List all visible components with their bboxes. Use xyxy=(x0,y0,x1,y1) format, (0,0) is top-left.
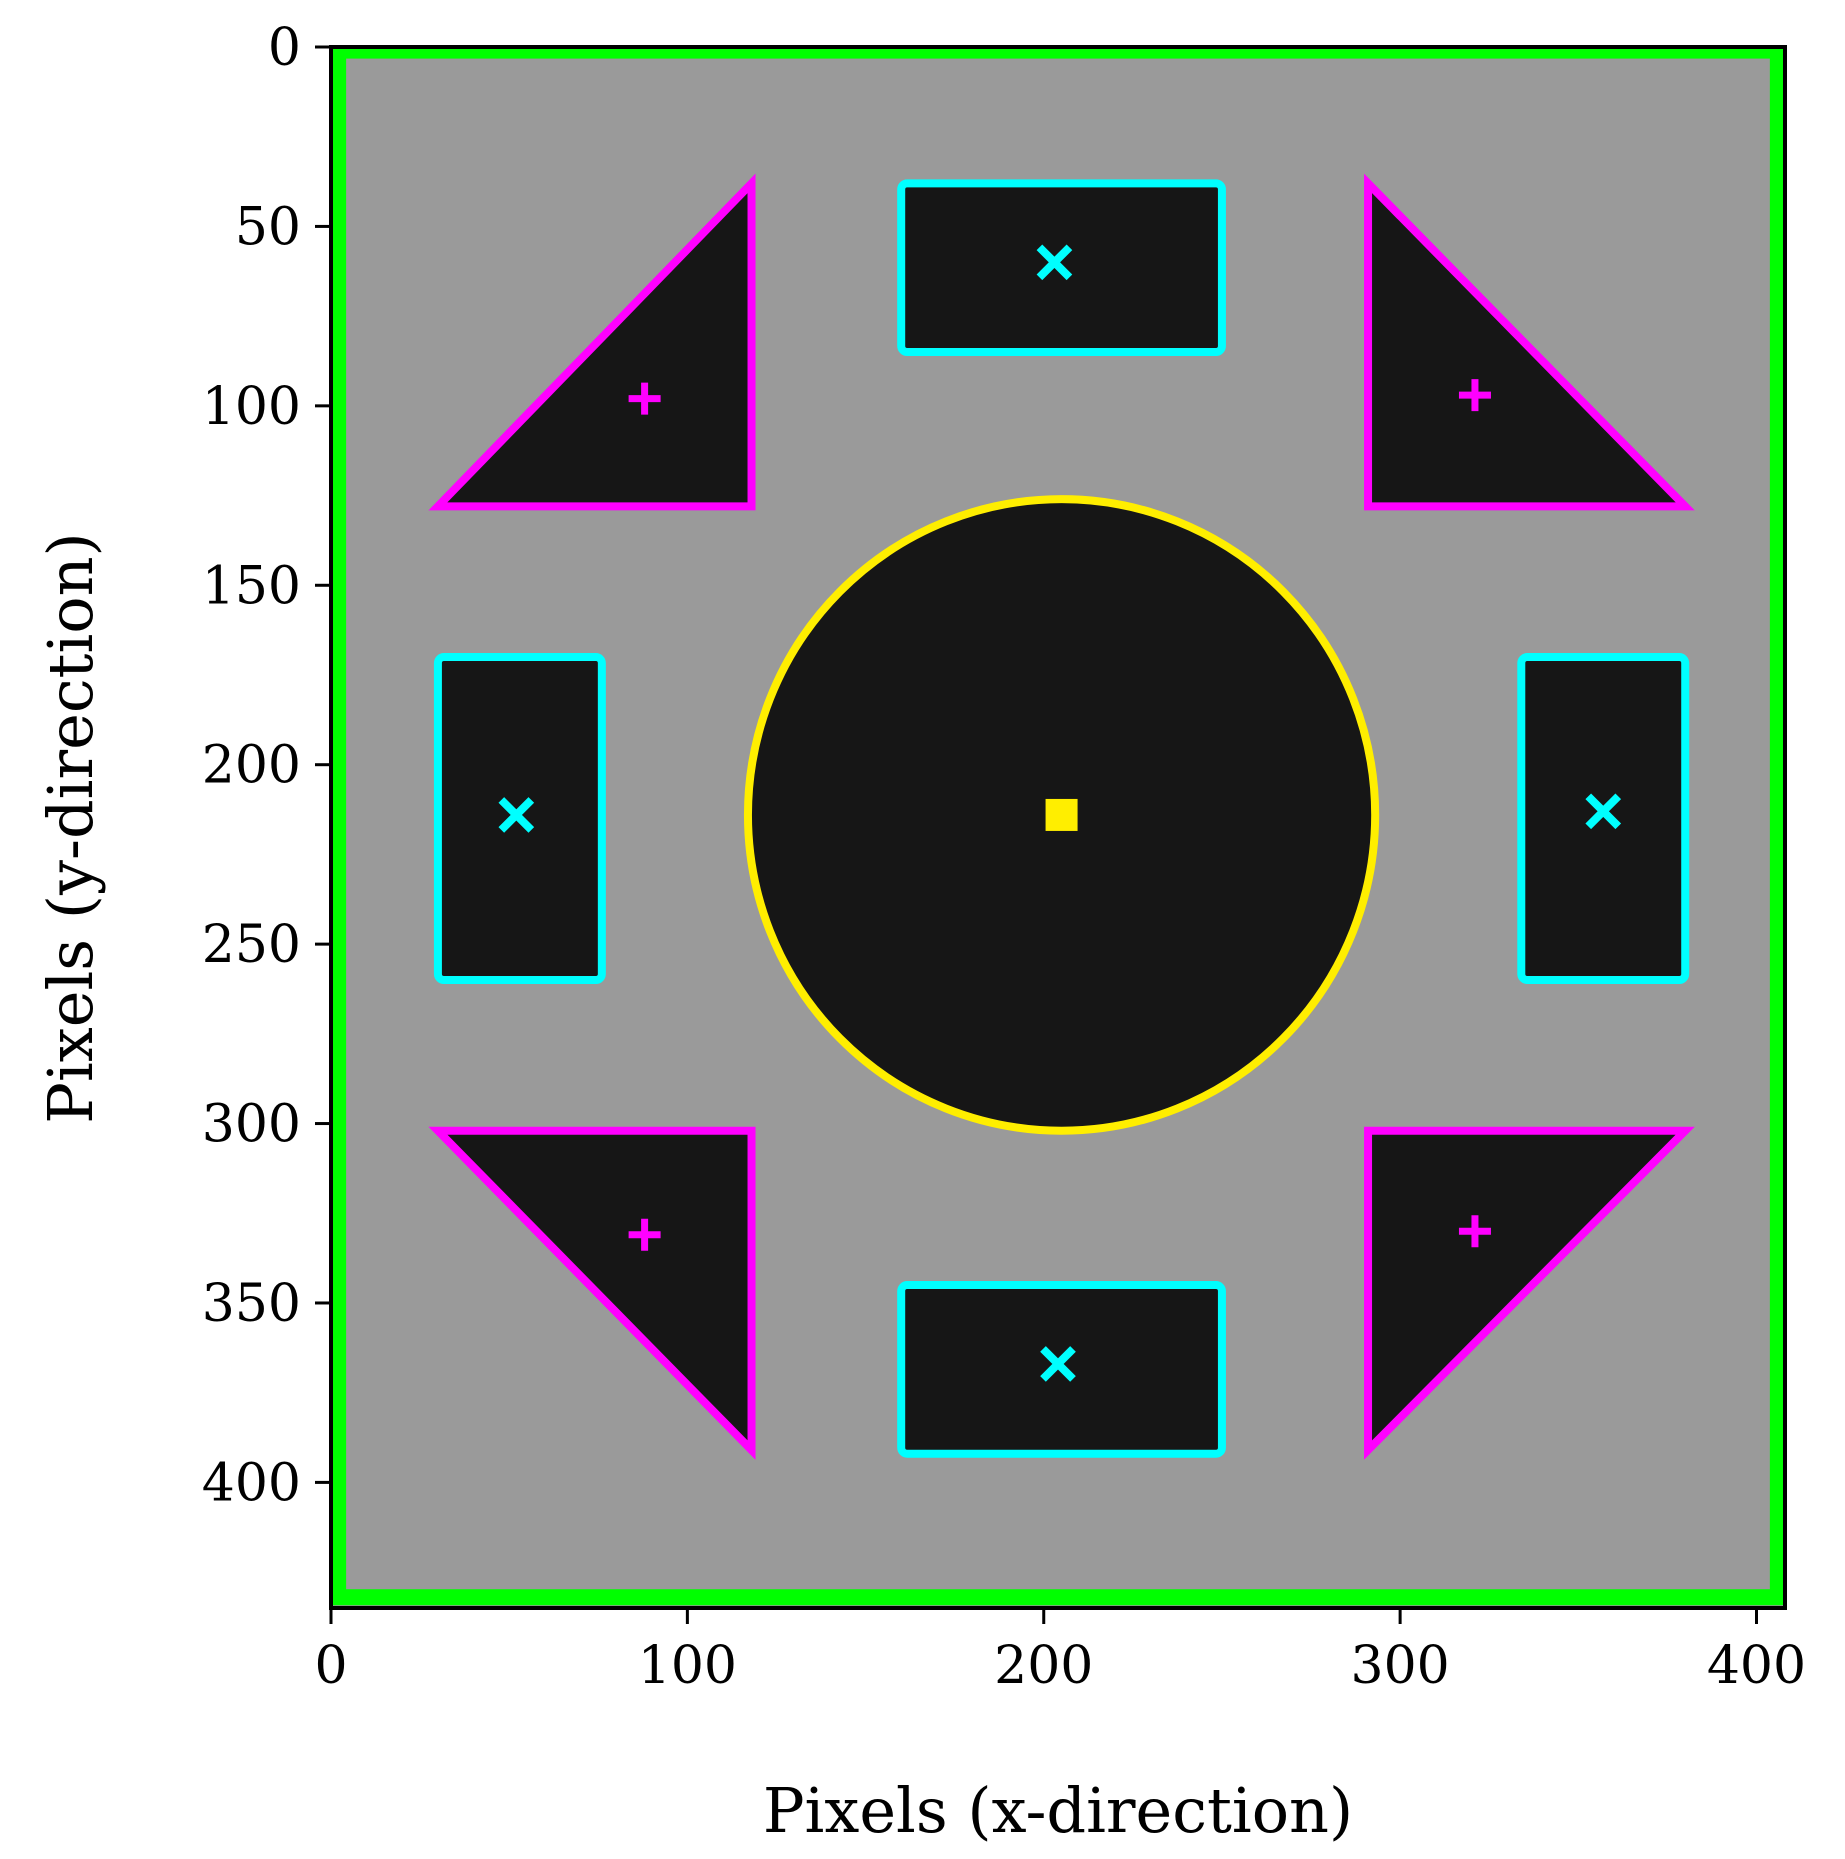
y-tick-label: 100 xyxy=(202,377,301,437)
x-tick-label: 300 xyxy=(1350,1636,1449,1696)
x-tick-label: 400 xyxy=(1707,1636,1806,1696)
y-tick-label: 50 xyxy=(235,197,301,257)
triangle-centroid-2 xyxy=(1458,379,1491,412)
y-axis-ticks: 0 50 100 150 200 250 300 350 400 xyxy=(202,18,331,1513)
y-tick-label: 400 xyxy=(202,1453,301,1513)
triangle-3 xyxy=(428,1126,756,1460)
triangle-centroid-3 xyxy=(628,1218,661,1251)
rectangle-centroid-4 xyxy=(1040,1346,1076,1382)
y-tick-label: 350 xyxy=(202,1274,301,1334)
y-axis-label: Pixels (y-direction) xyxy=(34,532,107,1123)
x-axis-label: Pixels (x-direction) xyxy=(763,1774,1353,1847)
triangle-centroid-1 xyxy=(628,382,661,415)
x-tick-label: 100 xyxy=(638,1636,737,1696)
x-tick-label: 0 xyxy=(314,1636,347,1696)
rectangle-centroid-2 xyxy=(498,797,535,833)
y-tick-label: 300 xyxy=(202,1095,301,1155)
x-tick-label: 200 xyxy=(994,1636,1093,1696)
y-tick-label: 250 xyxy=(202,915,301,975)
triangle-4 xyxy=(1364,1126,1695,1460)
rectangle-centroid-3 xyxy=(1585,793,1622,830)
triangle-1 xyxy=(428,173,756,511)
image-layer xyxy=(331,47,1785,1608)
rectangle-3 xyxy=(1517,653,1690,985)
triangle-centroid-4 xyxy=(1458,1215,1491,1248)
x-axis-ticks: 0 100 200 300 400 xyxy=(314,1608,1806,1696)
y-tick-label: 150 xyxy=(202,556,301,616)
triangle-2 xyxy=(1364,173,1695,511)
y-tick-label: 0 xyxy=(268,18,301,78)
y-tick-label: 200 xyxy=(202,736,301,796)
image-border xyxy=(331,47,1785,1606)
circle-centroid xyxy=(1045,798,1078,831)
rectangle-centroid-1 xyxy=(1036,244,1073,281)
axes-frame xyxy=(329,45,1787,1610)
